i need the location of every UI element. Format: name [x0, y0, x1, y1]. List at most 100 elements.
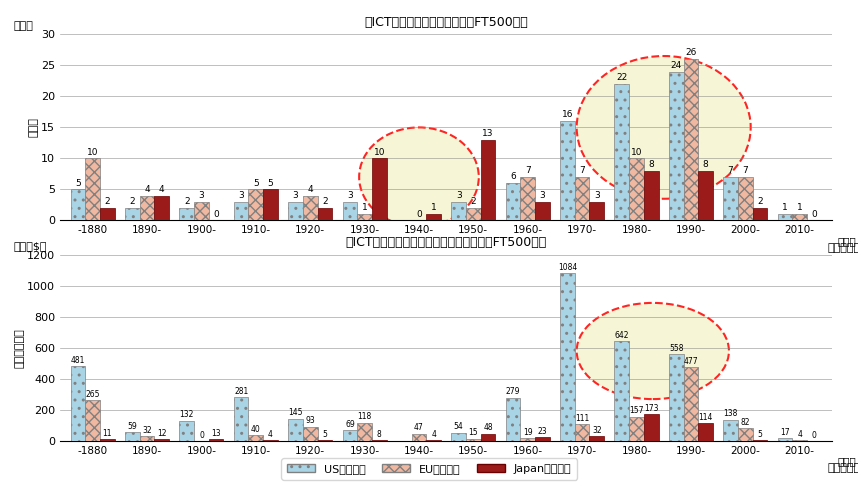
Bar	[644, 414, 659, 441]
Bar	[466, 208, 480, 220]
Bar	[684, 59, 698, 220]
Bar	[249, 435, 263, 441]
Bar	[560, 121, 575, 220]
Text: 5: 5	[758, 430, 763, 439]
Bar	[521, 177, 535, 220]
Text: 48: 48	[483, 423, 492, 432]
Text: （年）: （年）	[837, 457, 856, 466]
Text: 2: 2	[105, 197, 110, 206]
Text: 10: 10	[87, 147, 99, 157]
Bar	[194, 202, 208, 220]
Bar	[85, 400, 100, 441]
Bar	[154, 196, 169, 220]
Text: 1084: 1084	[558, 263, 577, 271]
Bar	[100, 440, 115, 441]
Text: 145: 145	[288, 408, 303, 417]
Bar	[303, 427, 317, 441]
Text: 26: 26	[686, 48, 697, 57]
Bar	[698, 171, 713, 220]
Text: 2: 2	[184, 197, 190, 206]
Text: 7: 7	[579, 166, 585, 175]
Bar	[589, 436, 604, 441]
Text: 5: 5	[323, 430, 328, 439]
Text: 114: 114	[698, 413, 713, 422]
Bar	[233, 202, 249, 220]
Text: 1: 1	[362, 203, 367, 213]
Bar	[738, 428, 752, 441]
Text: 5: 5	[268, 178, 274, 188]
Bar	[644, 171, 659, 220]
Text: 0: 0	[214, 210, 219, 219]
Bar	[140, 196, 154, 220]
Text: 3: 3	[239, 191, 244, 200]
Ellipse shape	[577, 303, 729, 399]
Text: 281: 281	[234, 387, 248, 396]
Bar	[505, 398, 521, 441]
Text: 2: 2	[322, 197, 328, 206]
Text: 0: 0	[199, 431, 204, 440]
Bar	[629, 416, 644, 441]
X-axis label: 企業設立時期: 企業設立時期	[828, 464, 858, 473]
Text: 4: 4	[307, 185, 313, 194]
Text: 11: 11	[103, 429, 112, 438]
Text: 5: 5	[76, 178, 81, 188]
Text: 111: 111	[575, 414, 589, 422]
Text: 558: 558	[669, 344, 684, 353]
Bar	[208, 439, 223, 441]
Text: 265: 265	[86, 390, 100, 399]
Bar	[752, 440, 767, 441]
Text: 2: 2	[470, 197, 476, 206]
Text: （年）: （年）	[837, 236, 856, 246]
Text: 477: 477	[684, 357, 698, 366]
Text: 93: 93	[305, 416, 315, 425]
Text: 47: 47	[414, 423, 424, 433]
Text: 1: 1	[797, 203, 802, 213]
Bar	[372, 440, 387, 441]
Bar	[342, 202, 357, 220]
Text: 8: 8	[703, 160, 709, 169]
Bar	[140, 436, 154, 441]
Bar	[233, 397, 249, 441]
Text: 32: 32	[592, 426, 601, 435]
Text: 173: 173	[644, 404, 658, 413]
Bar	[698, 423, 713, 441]
Text: 0: 0	[812, 431, 817, 440]
Bar	[426, 214, 441, 220]
Bar	[125, 208, 140, 220]
Legend: US（米国）, EU（欧州）, Japan（日本）: US（米国）, EU（欧州）, Japan（日本）	[281, 459, 577, 480]
Bar	[684, 367, 698, 441]
Bar	[249, 190, 263, 220]
Text: 481: 481	[71, 356, 85, 365]
Text: 3: 3	[594, 191, 600, 200]
Bar	[179, 208, 194, 220]
Text: 82: 82	[740, 418, 750, 427]
Text: 1: 1	[431, 203, 437, 213]
Bar	[589, 202, 604, 220]
Text: 132: 132	[179, 410, 194, 419]
Text: 4: 4	[797, 430, 802, 439]
Text: 118: 118	[358, 413, 372, 421]
Bar	[451, 202, 466, 220]
Bar	[70, 190, 85, 220]
Bar	[614, 342, 629, 441]
Text: 13: 13	[482, 129, 494, 138]
Text: 10: 10	[373, 147, 385, 157]
Text: （十億$）: （十億$）	[14, 241, 47, 251]
Text: 15: 15	[468, 428, 478, 438]
Text: 6: 6	[511, 172, 516, 181]
Text: 32: 32	[142, 426, 152, 435]
Text: 24: 24	[671, 61, 682, 70]
Text: 4: 4	[432, 430, 436, 439]
Text: 3: 3	[347, 191, 353, 200]
Bar	[560, 273, 575, 441]
Bar	[288, 418, 303, 441]
Title: 【ICT企業の設立時期別の合計時価総額（FT500）】: 【ICT企業の設立時期別の合計時価総額（FT500）】	[346, 237, 547, 249]
Text: 0: 0	[812, 210, 817, 219]
Text: 22: 22	[616, 73, 627, 82]
Text: 0: 0	[416, 210, 422, 219]
Bar	[317, 208, 332, 220]
Y-axis label: 企業数: 企業数	[28, 118, 39, 137]
Title: 【ICT企業の設立時期の分布（FT500）】: 【ICT企業の設立時期の分布（FT500）】	[365, 16, 528, 29]
Text: 157: 157	[629, 406, 644, 416]
Text: 8: 8	[649, 160, 654, 169]
